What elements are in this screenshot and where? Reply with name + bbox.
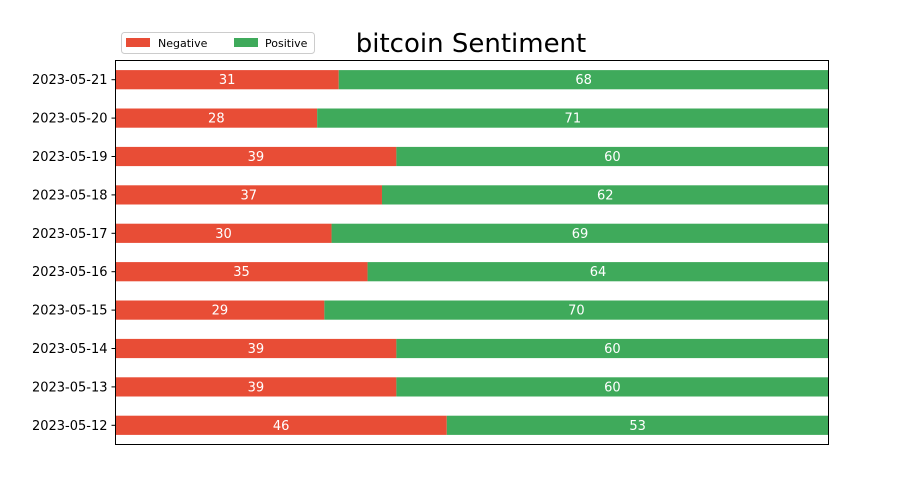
- bar-negative-2023-05-20: [115, 108, 318, 128]
- bar-positive-2023-05-15: [324, 300, 829, 320]
- bar-label-positive-2023-05-21: 68: [575, 73, 592, 88]
- bar-negative-2023-05-16: [115, 262, 368, 282]
- bar-label-negative-2023-05-17: 30: [215, 227, 232, 242]
- bar-label-negative-2023-05-14: 39: [248, 342, 265, 357]
- legend: Negative Positive: [121, 32, 315, 54]
- bar-positive-2023-05-14: [396, 338, 829, 359]
- bar-label-negative-2023-05-19: 39: [248, 150, 265, 165]
- bar-label-negative-2023-05-18: 37: [240, 188, 257, 203]
- bar-negative-2023-05-12: [115, 415, 447, 435]
- bar-negative-2023-05-17: [115, 223, 332, 243]
- bar-label-negative-2023-05-13: 39: [248, 380, 265, 395]
- bar-negative-2023-05-13: [115, 377, 397, 397]
- y-tick-label-2023-05-18: 2023-05-18: [32, 188, 108, 203]
- bar-positive-2023-05-16: [367, 262, 829, 282]
- bar-positive-2023-05-12: [446, 415, 829, 435]
- bar-label-positive-2023-05-15: 70: [568, 304, 585, 319]
- bar-label-positive-2023-05-14: 60: [604, 342, 621, 357]
- bar-label-positive-2023-05-20: 71: [565, 112, 582, 127]
- legend-swatch-positive: [234, 38, 258, 47]
- y-tick-labels: 2023-05-12 2023-05-13 2023-05-14 2023-05-15…: [32, 73, 116, 434]
- bar-negative-2023-05-15: [115, 300, 325, 320]
- bar-label-negative-2023-05-20: 28: [208, 112, 225, 127]
- legend-swatch-negative: [126, 38, 150, 47]
- bar-label-positive-2023-05-16: 64: [590, 265, 607, 280]
- bar-label-positive-2023-05-12: 53: [629, 419, 646, 434]
- bar-positive-2023-05-19: [396, 146, 829, 167]
- bar-label-positive-2023-05-17: 69: [572, 227, 589, 242]
- y-tick-label-2023-05-16: 2023-05-16: [32, 265, 108, 280]
- legend-label-negative: Negative: [158, 37, 208, 50]
- bar-negative-2023-05-19: [115, 146, 397, 167]
- bar-negative-2023-05-14: [115, 338, 397, 359]
- y-tick-label-2023-05-14: 2023-05-14: [32, 342, 108, 357]
- chart-title: bitcoin Sentiment: [356, 29, 586, 59]
- y-tick-label-2023-05-17: 2023-05-17: [32, 227, 108, 242]
- legend-box: [121, 32, 315, 54]
- bar-positive-2023-05-13: [396, 377, 829, 397]
- bar-label-negative-2023-05-21: 31: [219, 73, 236, 88]
- y-tick-label-2023-05-20: 2023-05-20: [32, 112, 108, 127]
- y-tick-label-2023-05-19: 2023-05-19: [32, 150, 108, 165]
- bar-label-positive-2023-05-19: 60: [604, 150, 621, 165]
- bar-negative-2023-05-21: [115, 70, 339, 90]
- bar-positive-2023-05-21: [338, 70, 829, 90]
- bars-group: 46 53 39 60 39 60 29 70 35 64 30 69 37 62 39 60 28 71 31 68: [115, 70, 829, 435]
- y-tick-label-2023-05-12: 2023-05-12: [32, 419, 108, 434]
- bar-negative-2023-05-18: [115, 185, 382, 205]
- y-tick-label-2023-05-15: 2023-05-15: [32, 304, 108, 319]
- bar-label-negative-2023-05-15: 29: [212, 304, 229, 319]
- bar-label-positive-2023-05-18: 62: [597, 188, 614, 203]
- bar-label-positive-2023-05-13: 60: [604, 380, 621, 395]
- plot-frame: [115, 60, 829, 445]
- bar-label-negative-2023-05-16: 35: [233, 265, 250, 280]
- y-tick-label-2023-05-21: 2023-05-21: [32, 73, 108, 88]
- bar-positive-2023-05-17: [331, 223, 829, 243]
- legend-label-positive: Positive: [265, 37, 308, 50]
- bar-positive-2023-05-20: [317, 108, 829, 128]
- bar-label-negative-2023-05-12: 46: [273, 419, 290, 434]
- y-tick-label-2023-05-13: 2023-05-13: [32, 380, 108, 395]
- bar-positive-2023-05-18: [381, 185, 829, 205]
